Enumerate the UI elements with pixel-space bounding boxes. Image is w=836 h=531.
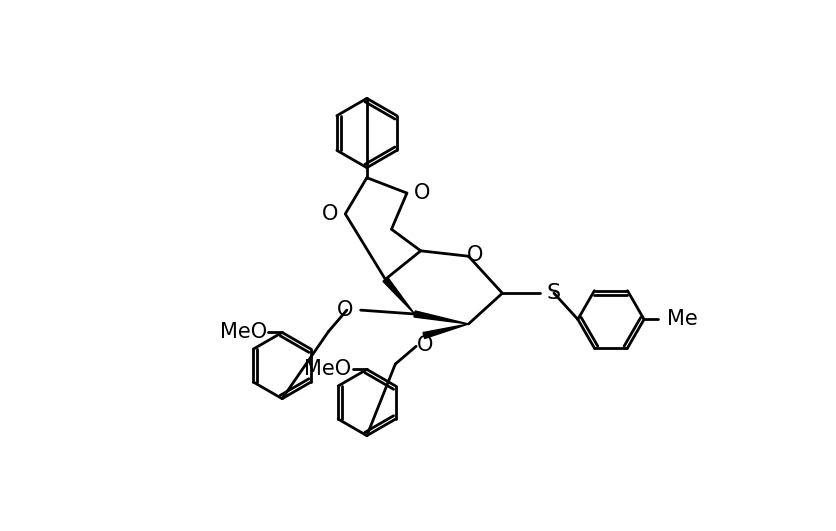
Text: MeO: MeO [220,322,267,342]
Text: O: O [322,204,339,224]
Polygon shape [423,324,468,338]
Polygon shape [383,277,415,314]
Polygon shape [414,311,468,324]
Text: O: O [414,183,431,203]
Text: S: S [546,283,560,303]
Text: O: O [466,245,483,264]
Text: Me: Me [667,310,698,329]
Text: O: O [417,335,434,355]
Text: MeO: MeO [304,359,351,380]
Text: O: O [337,300,353,320]
